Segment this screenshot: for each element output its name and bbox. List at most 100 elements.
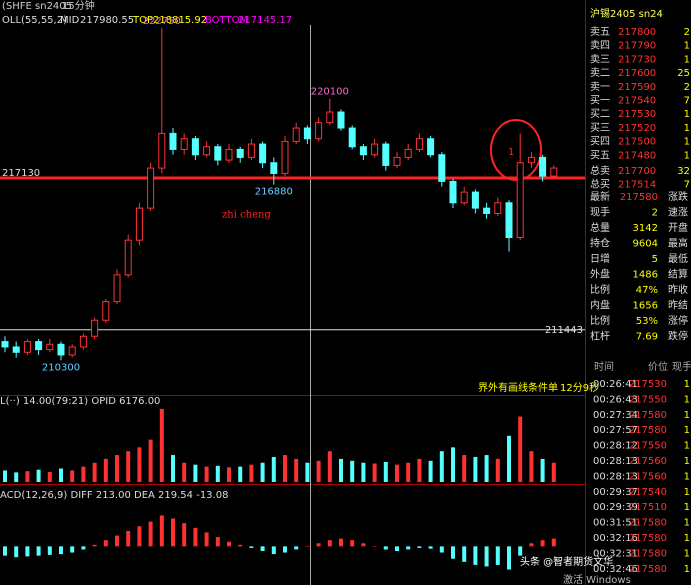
stat-value: 2 bbox=[652, 208, 658, 219]
stat-label: 最低 bbox=[668, 252, 688, 265]
macd-bar bbox=[484, 546, 489, 567]
book-price: 217600 bbox=[618, 68, 656, 79]
trade-price: 217540 bbox=[629, 487, 667, 498]
candle-body bbox=[292, 127, 300, 142]
volume-bar bbox=[126, 451, 131, 482]
candle-body bbox=[247, 143, 255, 158]
macd-bar bbox=[551, 538, 556, 547]
macd-bar bbox=[271, 546, 276, 555]
book-label: 卖二 bbox=[590, 67, 610, 79]
book-label: 买四 bbox=[590, 136, 610, 148]
bottom: 217145.17 bbox=[238, 15, 292, 26]
stat-label: 总量 bbox=[590, 221, 610, 234]
candle-body bbox=[135, 207, 143, 241]
macd-bar bbox=[137, 526, 142, 547]
volume-bar bbox=[25, 471, 30, 482]
macd-bar bbox=[92, 544, 97, 547]
price-label: 210300 bbox=[42, 362, 80, 373]
volume-bar bbox=[372, 463, 377, 482]
macd-title: ACD(12,26,9) DIFF 213.00 DEA 219.54 -13.… bbox=[0, 490, 228, 501]
candle-body bbox=[270, 162, 278, 174]
macd-bar bbox=[283, 546, 287, 553]
macd-bar bbox=[159, 515, 164, 547]
macd-bar bbox=[238, 544, 243, 547]
note: 界外有画线条件单 bbox=[478, 381, 558, 394]
stat-label: 比例 bbox=[590, 314, 610, 327]
candle-body bbox=[303, 127, 311, 140]
candle-body bbox=[236, 148, 244, 158]
volume-bar bbox=[47, 471, 52, 482]
top: 218815.92 bbox=[153, 15, 207, 26]
trade-volume: 1 bbox=[684, 548, 690, 559]
stat-value: 5 bbox=[652, 254, 658, 265]
macd-bar bbox=[462, 546, 467, 562]
top-label: TOP bbox=[132, 15, 153, 26]
macd-bar bbox=[25, 546, 30, 557]
level-label: 211443 bbox=[545, 325, 583, 336]
countdown: 12分9秒 bbox=[560, 381, 599, 394]
book-label: 卖四 bbox=[590, 40, 610, 52]
book-label: 买一 bbox=[590, 95, 610, 107]
volume-bar bbox=[204, 466, 209, 482]
volume-bar bbox=[417, 458, 422, 482]
trade-time: 00:29:37 bbox=[593, 487, 638, 498]
stat-label: 外盘 bbox=[590, 268, 610, 281]
trade-volume: 1 bbox=[684, 518, 690, 529]
book-price: 217800 bbox=[618, 27, 656, 38]
macd-bar bbox=[451, 546, 455, 559]
volume-bar bbox=[271, 456, 276, 482]
candle-body bbox=[438, 154, 446, 182]
volume-bar bbox=[507, 435, 511, 482]
candle-body bbox=[415, 138, 423, 150]
volume-bar bbox=[159, 408, 164, 482]
trade-time: 00:32:16 bbox=[593, 533, 638, 544]
trade-time: 00:27:34 bbox=[593, 410, 638, 421]
stat-label: 昨收 bbox=[668, 283, 688, 296]
volume-bar bbox=[260, 462, 265, 482]
trade-time: 00:27:57 bbox=[593, 425, 638, 436]
volume-bar bbox=[518, 416, 523, 482]
trades-header: 现手 bbox=[672, 360, 691, 373]
trade-price: 217550 bbox=[629, 441, 667, 452]
macd-bar bbox=[383, 546, 388, 550]
candle-body bbox=[1, 341, 9, 348]
book-label: 卖五 bbox=[590, 26, 610, 38]
macd-bar bbox=[81, 546, 86, 550]
trade-price: 217580 bbox=[629, 533, 667, 544]
trade-price: 217550 bbox=[629, 394, 667, 405]
trade-volume: 1 bbox=[684, 564, 690, 575]
stat-label: 开盘 bbox=[668, 221, 688, 234]
stat-label: 日增 bbox=[590, 252, 610, 265]
macd-bar bbox=[339, 538, 343, 547]
macd-bar bbox=[428, 546, 433, 549]
macd-bar bbox=[3, 546, 7, 556]
trade-volume: 1 bbox=[684, 456, 690, 467]
book-label: 卖一 bbox=[590, 81, 610, 93]
stat-value: 9604 bbox=[633, 239, 658, 250]
handwriting: zhi cheng bbox=[222, 210, 271, 221]
candle-body bbox=[147, 167, 155, 209]
candle-body bbox=[68, 346, 76, 356]
macd-bar bbox=[215, 537, 220, 547]
trade-volume: 1 bbox=[684, 487, 690, 498]
volume-bar bbox=[92, 462, 97, 482]
volume-bar bbox=[249, 464, 254, 482]
candle-body bbox=[79, 335, 87, 348]
volume-bar bbox=[215, 465, 220, 482]
macd-bar bbox=[182, 523, 187, 547]
volume-bar bbox=[551, 462, 556, 482]
candle-body bbox=[337, 111, 345, 129]
trade-price: 217580 bbox=[629, 564, 667, 575]
macd-bar bbox=[439, 546, 444, 553]
volume-bar bbox=[36, 469, 41, 482]
trade-time: 00:29:39 bbox=[593, 502, 638, 513]
trade-price: 217580 bbox=[629, 518, 667, 529]
trade-volume: 1 bbox=[684, 425, 690, 436]
volume-bar bbox=[473, 456, 478, 482]
circle-mark: 1 bbox=[508, 147, 514, 158]
book-price: 217590 bbox=[618, 82, 656, 93]
price-label: 220100 bbox=[311, 87, 349, 98]
macd-bar bbox=[36, 546, 41, 556]
trade-price: 217580 bbox=[629, 425, 667, 436]
